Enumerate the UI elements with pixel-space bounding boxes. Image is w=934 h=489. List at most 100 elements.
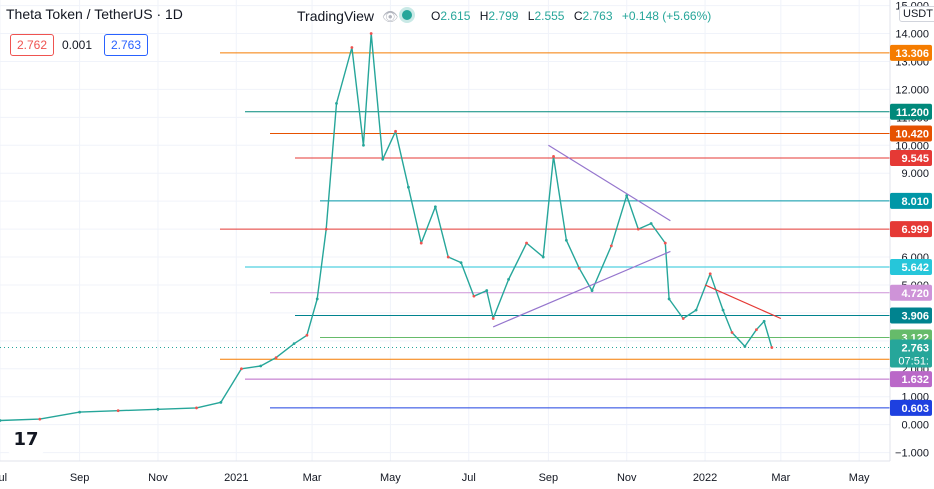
price-point	[663, 241, 667, 245]
price-point	[625, 194, 629, 197]
low-label: L	[527, 9, 535, 23]
y-tick-label: 10.000	[895, 140, 929, 152]
price-point	[350, 46, 354, 49]
price-point	[552, 155, 555, 158]
trendline	[704, 284, 782, 320]
level-label: 6.999	[901, 224, 929, 236]
countdown-label: 07:51:	[898, 355, 929, 367]
price-point	[259, 364, 263, 368]
price-point	[755, 328, 758, 332]
price-point	[240, 367, 243, 371]
eye-icon[interactable]: 👁	[382, 9, 399, 24]
high-label: H	[479, 9, 489, 23]
level-badge	[890, 149, 932, 166]
low-value: 2.555	[534, 9, 565, 23]
symbol-title[interactable]: Theta Token / TetherUS · 1D	[6, 6, 183, 22]
high-value: 2.799	[488, 9, 519, 23]
price-point	[507, 277, 510, 281]
level-badge	[890, 399, 932, 416]
level-label: 5.642	[901, 262, 929, 274]
level-badge	[890, 259, 932, 276]
open-label: O	[431, 9, 441, 23]
price-point	[116, 409, 120, 413]
price-point	[609, 244, 613, 248]
x-tick-label: Sep	[70, 472, 90, 484]
price-point	[362, 143, 365, 147]
price-point	[324, 227, 328, 231]
price-point	[681, 317, 685, 320]
price-point	[577, 266, 581, 270]
level-label: 9.545	[901, 153, 929, 165]
price-point	[419, 241, 423, 245]
ask-price-button[interactable]: 2.763	[104, 34, 149, 56]
ohlc-values: O2.615 H2.799 L2.555 C2.763 +0.148 (+5.6…	[431, 9, 711, 23]
bid-price-button[interactable]: 2.762	[10, 34, 55, 56]
x-tick-label: Jul	[462, 472, 476, 484]
level-label: 1.632	[901, 374, 929, 386]
level-badge	[890, 221, 932, 238]
level-label: 8.010	[901, 196, 929, 208]
price-point	[369, 32, 373, 35]
current-price-badge	[890, 339, 932, 368]
price-point	[649, 222, 653, 225]
price-point	[459, 261, 463, 265]
price-point	[219, 400, 223, 404]
price-point	[335, 101, 338, 105]
current-price-label: 2.763	[901, 342, 929, 354]
price-point	[78, 410, 82, 414]
price-point	[381, 157, 385, 161]
price-point	[590, 289, 594, 292]
price-point	[770, 346, 774, 349]
close-label: C	[573, 9, 583, 23]
tradingview-logo-icon[interactable]: 17	[8, 426, 44, 454]
price-point	[472, 294, 476, 298]
price-point	[406, 185, 410, 189]
price-point	[433, 205, 437, 209]
level-label: 11.200	[896, 107, 929, 119]
time-axis-panel	[0, 461, 934, 489]
y-tick-label: 0.000	[901, 420, 929, 432]
price-point	[156, 407, 160, 411]
chart-legend: Theta Token / TetherUS · 1D	[6, 6, 183, 22]
price-point	[694, 308, 698, 312]
price-point	[525, 241, 528, 245]
price-point	[762, 319, 766, 323]
level-badge	[890, 192, 932, 209]
price-point	[274, 356, 278, 360]
price-point	[730, 331, 734, 334]
level-badge	[890, 125, 932, 142]
trendline	[492, 250, 671, 328]
price-point	[743, 345, 747, 348]
trendline	[548, 144, 671, 222]
level-label: 3.906	[901, 311, 929, 323]
level-badge	[890, 307, 932, 324]
x-tick-label: Nov	[617, 472, 637, 484]
level-badge	[890, 103, 932, 120]
change-value: +0.148 (+5.66%)	[621, 9, 712, 23]
price-point	[541, 255, 545, 259]
price-point	[315, 297, 319, 301]
price-point	[292, 342, 296, 346]
currency-button[interactable]: USDT	[899, 6, 934, 22]
brand-label: TradingView	[297, 8, 375, 24]
level-badge	[890, 371, 932, 388]
price-point	[195, 406, 198, 410]
x-tick-label: 2022	[693, 472, 717, 484]
price-point	[38, 417, 42, 421]
level-label: 0.603	[901, 403, 929, 415]
level-label: 4.720	[901, 288, 929, 300]
y-tick-label: 12.000	[895, 84, 929, 96]
price-point	[0, 419, 2, 422]
price-point	[485, 289, 489, 292]
price-point	[564, 238, 568, 242]
y-tick-label: 9.000	[901, 168, 929, 180]
x-tick-label: Mar	[771, 472, 790, 484]
price-point	[721, 308, 725, 312]
price-point	[446, 255, 450, 259]
x-tick-label: May	[380, 472, 401, 484]
close-value: 2.763	[582, 9, 613, 23]
x-tick-label: Mar	[303, 472, 322, 484]
price-point	[491, 317, 495, 320]
price-point	[394, 129, 397, 133]
